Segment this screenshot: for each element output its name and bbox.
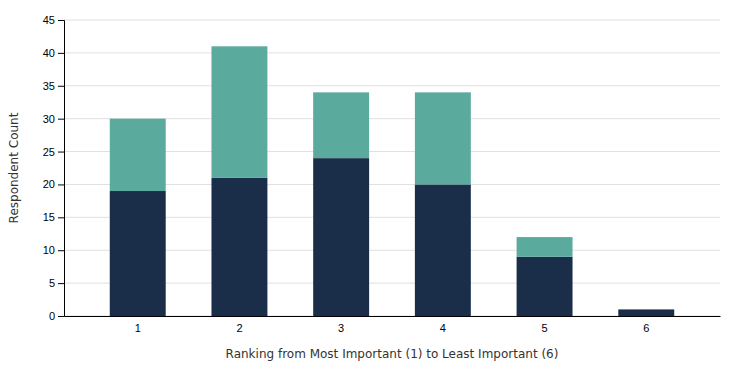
y-tick-mark [58, 217, 64, 218]
y-tick-mark [58, 316, 64, 317]
y-tick: 10 [43, 244, 64, 256]
grid-line [64, 52, 720, 53]
x-tick: 6 [643, 322, 649, 334]
chart: 123456051015202530354045Ranking from Mos… [0, 0, 744, 372]
bars [110, 46, 674, 316]
bar [110, 191, 166, 316]
bar [110, 119, 166, 191]
x-tick-label: 6 [643, 322, 649, 334]
grid-line [64, 85, 720, 86]
y-tick-mark [58, 283, 64, 284]
series [110, 46, 573, 256]
x-tick-label: 5 [541, 322, 547, 334]
y-tick-mark [58, 53, 64, 54]
bar [313, 92, 369, 158]
y-tick-mark [58, 152, 64, 153]
bar [618, 309, 674, 310]
y-tick-label: 25 [43, 146, 55, 158]
bar [211, 178, 267, 316]
y-tick: 35 [43, 80, 64, 92]
x-tick: 3 [338, 322, 344, 334]
bar [517, 237, 573, 257]
y-tick-mark [58, 119, 64, 120]
y-tick: 15 [43, 211, 64, 223]
y-tick: 45 [43, 14, 64, 26]
y-tick-label: 15 [43, 211, 55, 223]
bar [415, 184, 471, 316]
y-tick-mark [58, 250, 64, 251]
y-tick-label: 45 [43, 14, 55, 26]
y-tick-label: 0 [49, 310, 55, 322]
y-tick-label: 30 [43, 113, 55, 125]
x-tick: 1 [135, 322, 141, 334]
x-tick: 5 [541, 322, 547, 334]
y-tick: 25 [43, 146, 64, 158]
y-tick-mark [58, 86, 64, 87]
y-tick-label: 5 [49, 277, 55, 289]
grid [64, 20, 720, 316]
y-axis: 0 5 10 15 20 25 30 35 40 45 [43, 14, 65, 322]
y-tick-mark [58, 20, 64, 21]
x-tick-label: 2 [236, 322, 242, 334]
grid-line [64, 20, 720, 21]
plot: 123456051015202530354045 [43, 14, 721, 334]
y-tick-label: 35 [43, 80, 55, 92]
y-tick-label: 10 [43, 244, 55, 256]
y-tick: 20 [43, 178, 64, 190]
y-tick: 5 [49, 277, 64, 289]
bar [618, 309, 674, 316]
y-tick: 0 [49, 310, 64, 322]
x-axis: 1 2 3 4 5 6 [65, 317, 721, 334]
x-tick: 2 [236, 322, 242, 334]
bar [211, 46, 267, 178]
x-tick-label: 3 [338, 322, 344, 334]
series [110, 158, 674, 316]
x-axis-title: Ranking from Most Important (1) to Least… [226, 347, 559, 361]
x-tick: 4 [440, 322, 446, 334]
bar [415, 92, 471, 184]
x-axis-line [65, 316, 721, 317]
x-tick-label: 4 [440, 322, 446, 334]
y-tick: 30 [43, 113, 64, 125]
y-axis-title: Respondent Count [7, 112, 21, 223]
bar [517, 257, 573, 316]
bar [313, 158, 369, 316]
y-tick-label: 20 [43, 178, 55, 190]
y-axis-line [58, 21, 65, 317]
x-tick-label: 1 [135, 322, 141, 334]
y-tick: 40 [43, 47, 64, 59]
y-tick-label: 40 [43, 47, 55, 59]
y-tick-mark [58, 184, 64, 185]
